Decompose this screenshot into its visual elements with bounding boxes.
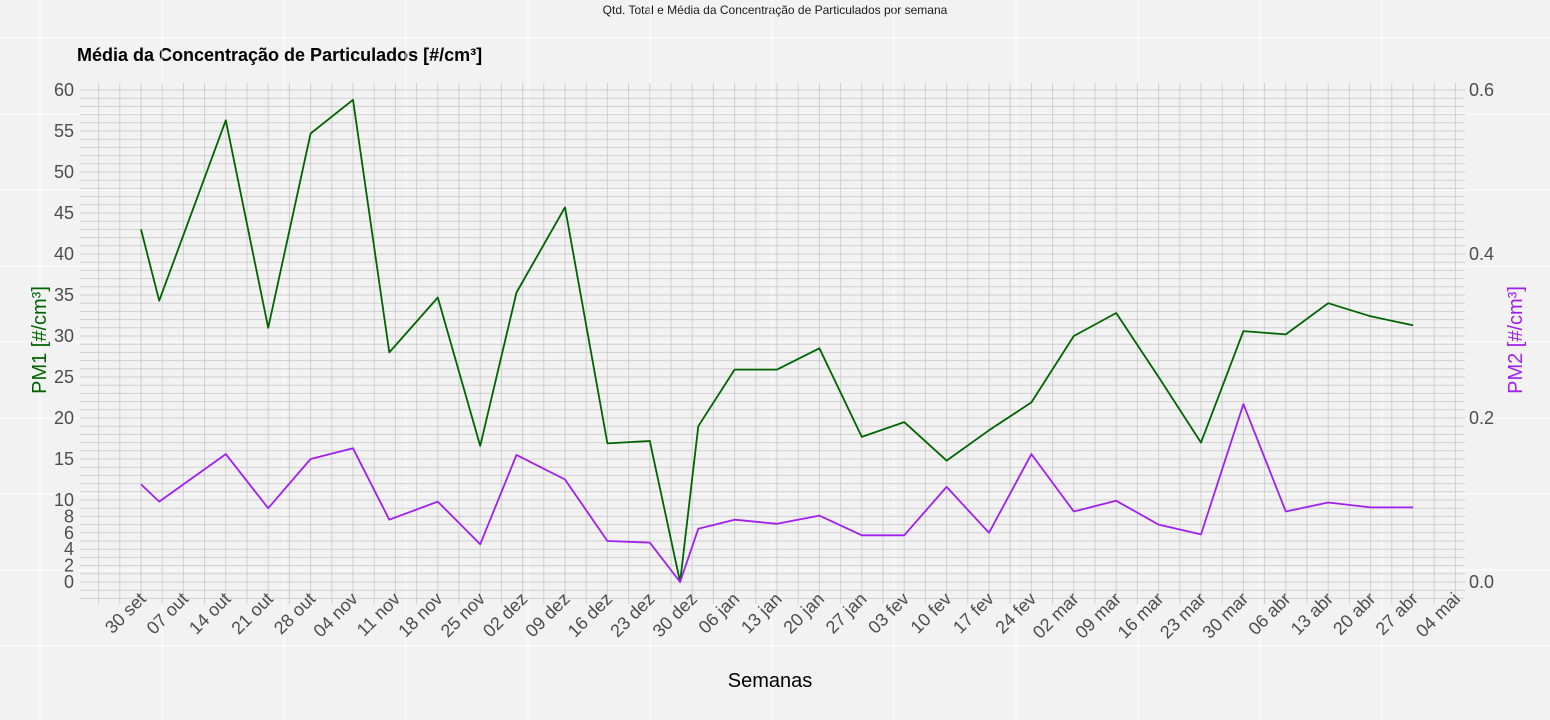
x-tick-label: 07 out (143, 589, 193, 639)
right-axis: 0.0 0.2 0.4 0.6 (1469, 80, 1494, 592)
y-right-tick-label: 0.4 (1469, 244, 1494, 264)
y-left-tick-label: 15 (54, 449, 74, 469)
y-left-tick-label: 60 (54, 80, 74, 100)
x-tick-label: 06 jan (695, 589, 744, 638)
x-tick-label: 13 abr (1287, 589, 1337, 639)
x-tick-label: 02 dez (479, 589, 531, 641)
x-tick-label: 23 dez (606, 589, 658, 641)
y-left-tick-label: 4 (64, 539, 74, 559)
y-left-tick-label: 35 (54, 285, 74, 305)
x-tick-label: 02 mar (1029, 589, 1083, 643)
x-tick-label: 17 fev (949, 589, 998, 638)
x-tick-label: 16 dez (564, 589, 616, 641)
x-tick-label: 04 mai (1412, 589, 1464, 641)
y-right-tick-label: 0.0 (1469, 572, 1494, 592)
chart-title: Média da Concentração de Particulados [#… (77, 45, 483, 65)
x-axis-label: Semanas (728, 670, 813, 692)
y-axis-left-label: PM1 [#/cm³] (29, 286, 51, 394)
x-tick-label: 16 mar (1114, 589, 1168, 643)
x-tick-label: 10 fev (907, 589, 956, 638)
x-tick-label: 30 dez (649, 589, 701, 641)
y-left-tick-label: 6 (64, 523, 74, 543)
x-tick-label: 13 jan (737, 589, 786, 638)
x-tick-label: 23 mar (1156, 589, 1210, 643)
pm2-series-line (140, 403, 1413, 583)
y-right-tick-label: 0.6 (1469, 80, 1494, 100)
x-tick-label: 30 mar (1198, 589, 1252, 643)
y-left-tick-label: 50 (54, 162, 74, 182)
x-tick-label: 04 nov (309, 589, 361, 641)
x-tick-label: 30 set (101, 589, 150, 638)
y-axis-right-label: PM2 [#/cm³] (1505, 286, 1527, 394)
y-left-tick-label: 30 (54, 326, 74, 346)
y-left-tick-label: 8 (64, 506, 74, 526)
y-left-tick-label: 10 (54, 490, 74, 510)
x-tick-label: 21 out (227, 589, 277, 639)
y-left-tick-label: 45 (54, 203, 74, 223)
x-tick-label: 27 abr (1372, 589, 1422, 639)
x-tick-label: 11 nov (353, 589, 404, 640)
y-left-tick-label: 55 (54, 121, 74, 141)
x-tick-label: 09 dez (521, 589, 573, 641)
y-left-tick-label: 0 (64, 572, 74, 592)
figure-title: Qtd. Total e Média da Concentração de Pa… (602, 3, 948, 17)
x-tick-label: 27 jan (822, 589, 871, 638)
x-tick-label: 20 abr (1329, 589, 1379, 639)
x-tick-label: 14 out (185, 589, 235, 639)
pm1-series-line (140, 98, 1414, 583)
y-left-tick-label: 2 (64, 556, 74, 576)
x-tick-label: 20 jan (779, 589, 828, 638)
x-tick-label: 09 mar (1071, 589, 1125, 643)
y-left-tick-label: 20 (54, 408, 74, 428)
y-left-tick-label: 25 (54, 367, 74, 387)
x-tick-label: 06 abr (1244, 589, 1294, 639)
y-left-tick-label: 40 (54, 244, 74, 264)
x-tick-label: 18 nov (394, 589, 446, 641)
y-right-tick-label: 0.2 (1469, 408, 1494, 428)
x-tick-label: 03 fev (864, 589, 913, 638)
x-tick-label: 25 nov (437, 589, 489, 641)
series-layer (140, 98, 1414, 583)
